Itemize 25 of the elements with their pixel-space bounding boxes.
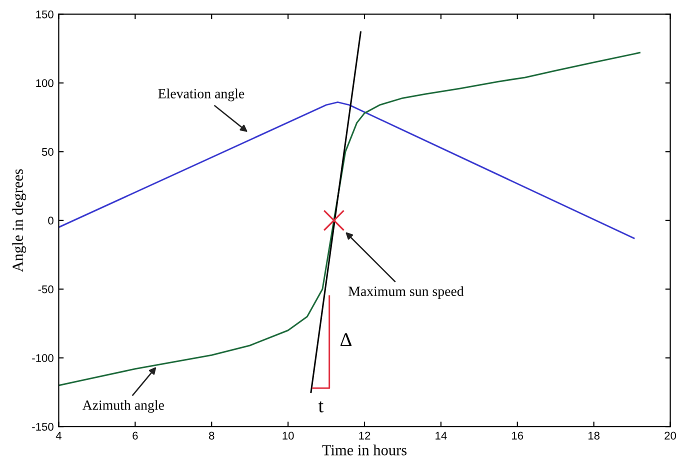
x-tick-label: 16 — [512, 432, 524, 440]
x-axis-title: Time in hours — [322, 444, 407, 456]
line-series — [58, 52, 640, 386]
annotation: Elevation angle — [158, 88, 244, 102]
x-tick-label: 6 — [132, 432, 138, 440]
x-tick-label: 20 — [664, 432, 676, 440]
x-tick-label: 4 — [56, 432, 62, 440]
y-tick-label: -150 — [32, 422, 54, 431]
x-tick-label: 18 — [588, 432, 600, 440]
annotation: Azimuth angle — [82, 400, 164, 413]
x-tick-label: 14 — [436, 432, 447, 440]
y-tick-label: 100 — [36, 79, 54, 88]
y-tick-label: 150 — [36, 10, 54, 18]
line-series — [58, 101, 635, 240]
y-tick-label: -100 — [32, 354, 54, 362]
annotation: Maximum sun speed — [348, 286, 464, 299]
annotation: Δ — [340, 333, 352, 346]
x-tick-label: 12 — [359, 432, 370, 440]
y-tick-label: 50 — [42, 148, 54, 156]
y-tick-label: -50 — [38, 285, 54, 294]
x-tick-label: 8 — [209, 432, 214, 440]
y-axis-title: Angle in degrees — [12, 169, 26, 272]
y-tick-label: 0 — [48, 216, 54, 225]
annotation: t — [318, 401, 324, 412]
x-tick-label: 10 — [282, 432, 294, 440]
